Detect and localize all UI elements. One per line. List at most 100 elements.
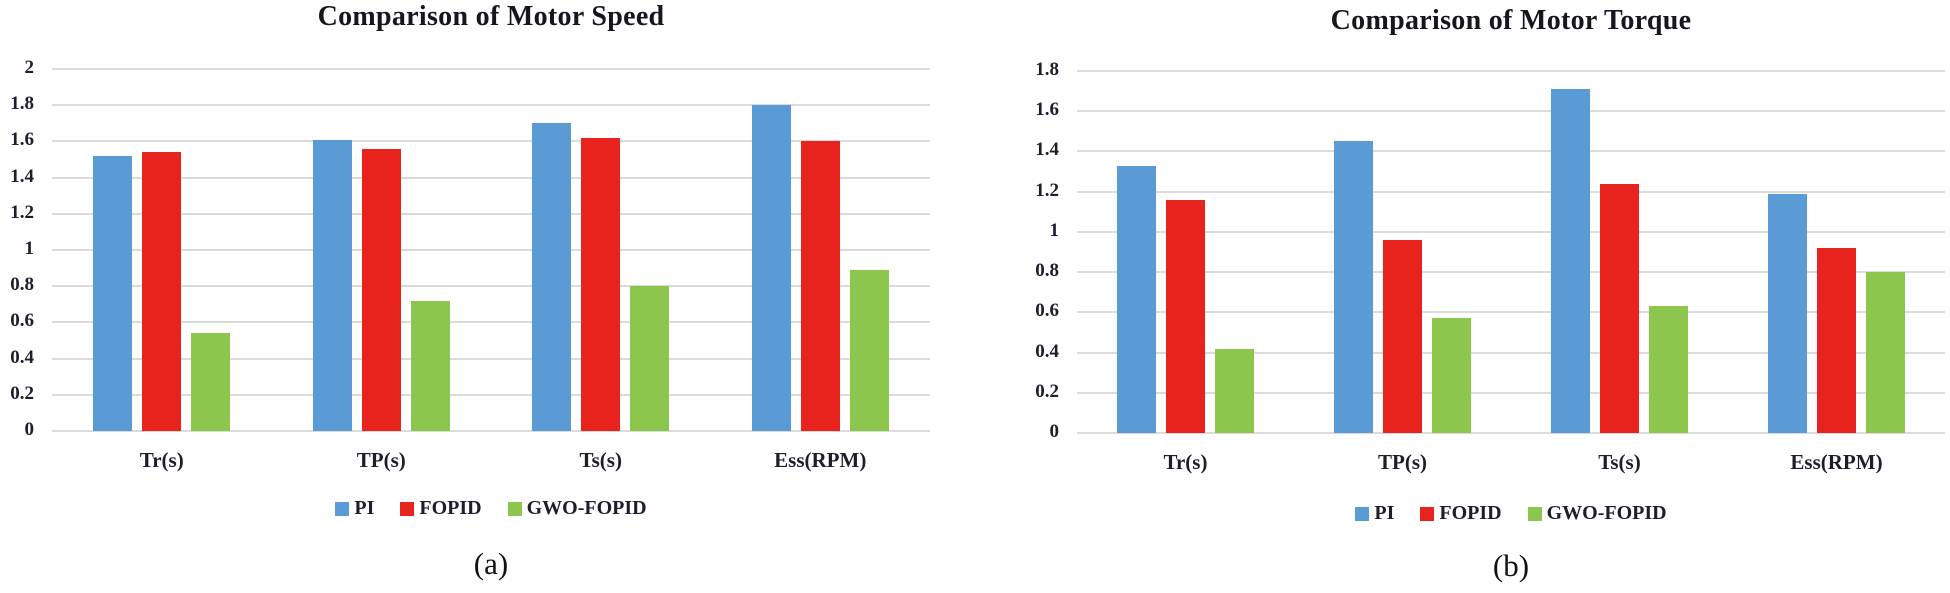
y-tick-label: 1 <box>1049 219 1060 241</box>
gridline <box>52 176 930 179</box>
legend: PI FOPID GWO-FOPID <box>52 497 930 520</box>
gridline <box>1077 391 1945 394</box>
bar-pi-tr(s) <box>93 155 133 431</box>
legend-label: FOPID <box>1439 502 1502 524</box>
gridline <box>52 68 930 70</box>
plot-area: 0 0.2 0.4 0.6 0.8 1 1.2 1.4 1.6 1.8 2 Tr(s) TP(s) Ts(… <box>0 0 950 593</box>
y-tick-label: 1.2 <box>1035 179 1059 201</box>
plot-area: 0 0.2 0.4 0.6 0.8 1 1.2 1.4 1.6 1.8 Tr(s) TP(s) Ts(s… <box>950 0 1950 593</box>
gridline <box>52 140 930 143</box>
bar-gwo-fopid-ess(rpm) <box>849 269 889 431</box>
gridline <box>1077 110 1945 113</box>
bar-fopid-ess(rpm) <box>1817 247 1856 433</box>
bar-fopid-ts(s) <box>1600 183 1639 433</box>
x-tick-label: Tr(s) <box>139 448 184 472</box>
y-tick-label: 0.2 <box>1035 380 1059 402</box>
y-tick-label: 0.8 <box>10 274 34 296</box>
y-tick-label: 0.2 <box>10 382 34 404</box>
legend-item-pi: PI <box>335 497 374 520</box>
y-tick-label: 0.6 <box>10 310 34 332</box>
legend-swatch-icon <box>1420 506 1435 521</box>
gridline <box>1077 271 1945 274</box>
y-tick-label: 1.4 <box>1035 139 1059 161</box>
gridline <box>1077 311 1945 314</box>
x-tick-label: Tr(s) <box>1163 450 1208 474</box>
gridline <box>52 321 930 324</box>
bar-gwo-fopid-ts(s) <box>630 286 670 431</box>
gridline <box>1077 351 1945 354</box>
y-tick-label: 1.8 <box>10 93 34 115</box>
x-tick-label: Ts(s) <box>579 448 622 472</box>
gridline <box>52 357 930 360</box>
bar-pi-ess(rpm) <box>1768 193 1807 433</box>
gridline <box>52 104 930 107</box>
legend-label: PI <box>354 497 375 519</box>
legend-label: GWO-FOPID <box>526 497 647 519</box>
bar-gwo-fopid-ess(rpm) <box>1866 272 1905 433</box>
legend-swatch-icon <box>507 501 522 516</box>
legend-swatch-icon <box>1527 506 1542 521</box>
legend-item-gwo-fopid: GWO-FOPID <box>507 497 647 520</box>
legend: PI FOPID GWO-FOPID <box>1077 502 1945 525</box>
y-tick-label: 1.8 <box>1035 59 1059 80</box>
legend-swatch-icon <box>400 501 415 516</box>
bar-pi-tr(s) <box>1117 165 1156 433</box>
chart-caption: (b) <box>1492 548 1530 583</box>
x-tick-label: TP(s) <box>356 448 406 472</box>
bar-fopid-tp(s) <box>1383 239 1422 433</box>
legend-item-fopid: FOPID <box>1420 502 1502 525</box>
y-tick-label: 2 <box>24 57 35 78</box>
gridline <box>1077 190 1945 193</box>
chart-title: Comparison of Motor Speed <box>317 1 665 32</box>
legend-item-fopid: FOPID <box>400 497 482 520</box>
y-tick-label: 1.4 <box>10 165 34 187</box>
gridline <box>52 212 930 215</box>
legend-item-pi: PI <box>1355 502 1394 525</box>
gridline <box>1077 432 1945 434</box>
gridline <box>1077 230 1945 233</box>
bar-gwo-fopid-tp(s) <box>410 300 450 431</box>
y-tick-label: 1.6 <box>10 129 34 151</box>
gridline <box>52 430 930 432</box>
gridline <box>52 393 930 396</box>
y-tick-label: 0.6 <box>1035 300 1059 322</box>
gridline <box>1077 70 1945 72</box>
gridline <box>1077 150 1945 153</box>
y-tick-label: 0.4 <box>1035 340 1059 362</box>
y-tick-label: 0.8 <box>1035 260 1059 282</box>
bar-fopid-tp(s) <box>361 148 401 431</box>
y-tick-label: 1 <box>24 238 35 259</box>
bar-gwo-fopid-ts(s) <box>1649 306 1688 433</box>
bar-gwo-fopid-tr(s) <box>1215 348 1254 433</box>
gridline <box>52 249 930 251</box>
chart-caption: (a) <box>473 546 509 581</box>
y-tick-label: 0.4 <box>10 346 34 368</box>
y-tick-label: 0 <box>1049 421 1060 442</box>
chart-panel-speed: Comparison of Motor Speed 0 0.2 0.4 0.6 0.8 1… <box>0 0 950 593</box>
y-tick-label: 1.6 <box>1035 99 1059 121</box>
bar-pi-ts(s) <box>1551 89 1590 433</box>
gridline <box>52 285 930 288</box>
legend-swatch-icon <box>1355 506 1370 521</box>
legend-label: GWO-FOPID <box>1546 502 1667 524</box>
x-tick-label: Ts(s) <box>1598 450 1641 474</box>
bar-fopid-tr(s) <box>142 152 182 431</box>
legend-label: PI <box>1374 502 1395 524</box>
bar-pi-ts(s) <box>532 123 572 431</box>
legend-item-gwo-fopid: GWO-FOPID <box>1527 502 1667 525</box>
bar-fopid-tr(s) <box>1166 199 1205 433</box>
x-tick-label: Ess(RPM) <box>774 448 867 472</box>
x-tick-label: Ess(RPM) <box>1790 450 1883 474</box>
legend-swatch-icon <box>335 501 350 516</box>
legend-label: FOPID <box>419 497 482 519</box>
chart-title: Comparison of Motor Torque <box>1330 5 1692 36</box>
y-tick-label: 0 <box>24 419 35 440</box>
bar-gwo-fopid-tp(s) <box>1432 318 1471 433</box>
y-tick-label: 1.2 <box>10 201 34 223</box>
bar-fopid-ts(s) <box>581 137 621 431</box>
bar-fopid-ess(rpm) <box>800 141 840 431</box>
bar-pi-tp(s) <box>312 139 352 431</box>
x-tick-label: TP(s) <box>1378 450 1427 474</box>
chart-panel-torque: Comparison of Motor Torque 0 0.2 0.4 0.6 0.8… <box>950 0 1950 593</box>
